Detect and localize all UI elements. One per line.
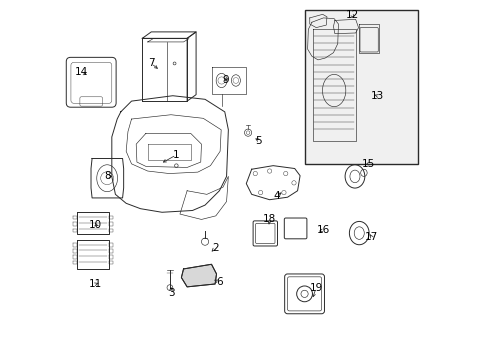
Text: 9: 9	[222, 75, 229, 85]
Text: 5: 5	[255, 136, 262, 145]
Text: 12: 12	[345, 10, 358, 20]
Text: 18: 18	[263, 215, 276, 224]
Text: 6: 6	[216, 277, 222, 287]
Text: 7: 7	[148, 58, 154, 68]
Text: 2: 2	[211, 243, 218, 253]
Text: 14: 14	[75, 67, 88, 77]
Text: 1: 1	[173, 150, 179, 160]
Text: 11: 11	[89, 279, 102, 289]
Bar	[305, 10, 418, 164]
Text: 13: 13	[370, 91, 383, 101]
Text: 15: 15	[361, 159, 374, 169]
Polygon shape	[181, 264, 216, 287]
Text: 3: 3	[167, 288, 174, 298]
Text: 19: 19	[309, 283, 322, 293]
Text: 8: 8	[104, 171, 111, 181]
Text: 4: 4	[273, 191, 280, 201]
Text: 17: 17	[365, 232, 378, 242]
Text: 16: 16	[316, 225, 329, 235]
Text: 10: 10	[89, 220, 102, 230]
